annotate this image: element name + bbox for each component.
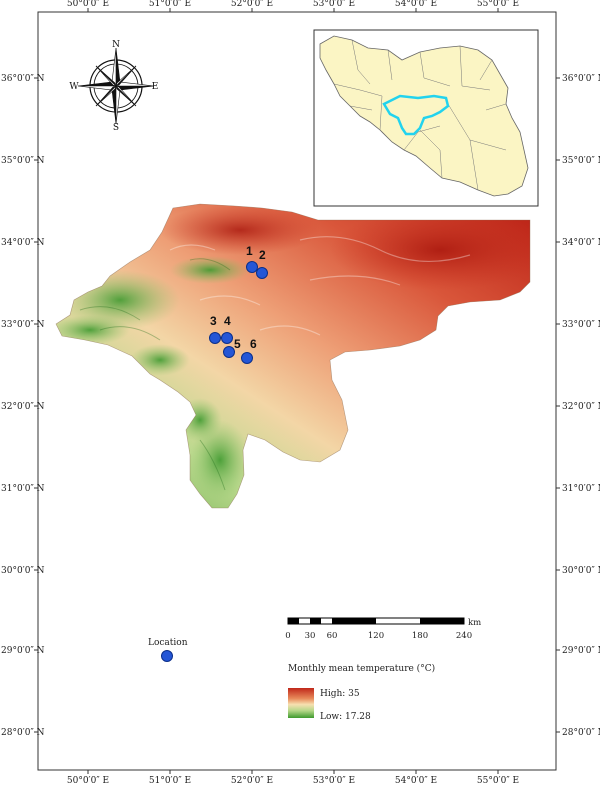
station-marker-3[interactable] xyxy=(209,332,221,344)
tick-label-right: 35°0′0″ N xyxy=(562,156,600,166)
station-marker-5[interactable] xyxy=(223,346,235,358)
tick-label-top: 50°0′0″ E xyxy=(67,0,109,9)
legend-low-label: Low: 17.28 xyxy=(320,712,371,722)
station-label: 2 xyxy=(259,248,266,262)
tick-label-top: 51°0′0″ E xyxy=(149,0,191,9)
legend-title: Monthly mean temperature (°C) xyxy=(288,663,435,674)
tick-label-right: 30°0′0″ N xyxy=(562,566,600,576)
tick-label-bottom: 52°0′0″ E xyxy=(231,776,273,785)
station-marker-1[interactable] xyxy=(246,261,258,273)
tick-label-top: 55°0′0″ E xyxy=(477,0,519,9)
tick-label-top: 52°0′0″ E xyxy=(231,0,273,9)
inset-map xyxy=(313,29,539,207)
scale-tick-label: 30 xyxy=(305,631,316,641)
legend-high-label: High: 35 xyxy=(320,689,360,699)
station-markers xyxy=(209,261,268,364)
station-marker-4[interactable] xyxy=(221,332,233,344)
station-marker-2[interactable] xyxy=(256,267,268,279)
station-label: 1 xyxy=(246,244,253,258)
compass-north-label: N xyxy=(112,40,120,50)
tick-marks xyxy=(34,8,560,774)
tick-label-bottom: 54°0′0″ E xyxy=(395,776,437,785)
location-legend-label: Location xyxy=(148,638,188,648)
tick-label-left: 29°0′0″ N xyxy=(1,646,45,656)
location-legend-marker xyxy=(161,650,173,662)
tick-label-right: 29°0′0″ N xyxy=(562,646,600,656)
tick-label-right: 31°0′0″ N xyxy=(562,484,600,494)
inset-highlight-province xyxy=(382,94,450,136)
scale-tick-label: 240 xyxy=(456,631,472,641)
tick-label-bottom: 53°0′0″ E xyxy=(313,776,355,785)
tick-label-bottom: 51°0′0″ E xyxy=(149,776,191,785)
station-label: 4 xyxy=(224,314,231,328)
tick-label-left: 35°0′0″ N xyxy=(1,156,45,166)
scale-tick-label: 180 xyxy=(412,631,428,641)
station-label: 5 xyxy=(234,337,241,351)
tick-label-right: 36°0′0″ N xyxy=(562,74,600,84)
tick-label-left: 30°0′0″ N xyxy=(1,566,45,576)
province-outline xyxy=(55,203,531,509)
compass-west-label: W xyxy=(69,82,79,92)
compass-east-label: E xyxy=(152,82,159,92)
compass-south-label: S xyxy=(113,123,119,133)
north-arrow-icon xyxy=(77,47,155,125)
tick-label-right: 33°0′0″ N xyxy=(562,320,600,330)
tick-label-left: 32°0′0″ N xyxy=(1,402,45,412)
station-label: 3 xyxy=(210,314,217,328)
tick-label-left: 28°0′0″ N xyxy=(1,728,45,738)
tick-label-top: 53°0′0″ E xyxy=(313,0,355,9)
tick-label-top: 54°0′0″ E xyxy=(395,0,437,9)
tick-label-left: 36°0′0″ N xyxy=(1,74,45,84)
scale-tick-label: 60 xyxy=(327,631,338,641)
scale-bar xyxy=(287,617,465,625)
station-marker-6[interactable] xyxy=(241,352,253,364)
tick-label-right: 32°0′0″ N xyxy=(562,402,600,412)
scale-tick-label: 0 xyxy=(285,631,290,641)
tick-label-bottom: 50°0′0″ E xyxy=(67,776,109,785)
tick-label-bottom: 55°0′0″ E xyxy=(477,776,519,785)
legend-color-ramp xyxy=(288,688,314,718)
scale-unit: km xyxy=(468,618,481,628)
tick-label-left: 34°0′0″ N xyxy=(1,238,45,248)
station-label: 6 xyxy=(250,337,257,351)
tick-label-left: 31°0′0″ N xyxy=(1,484,45,494)
tick-label-right: 28°0′0″ N xyxy=(562,728,600,738)
tick-label-left: 33°0′0″ N xyxy=(1,320,45,330)
scale-tick-label: 120 xyxy=(368,631,384,641)
tick-label-right: 34°0′0″ N xyxy=(562,238,600,248)
